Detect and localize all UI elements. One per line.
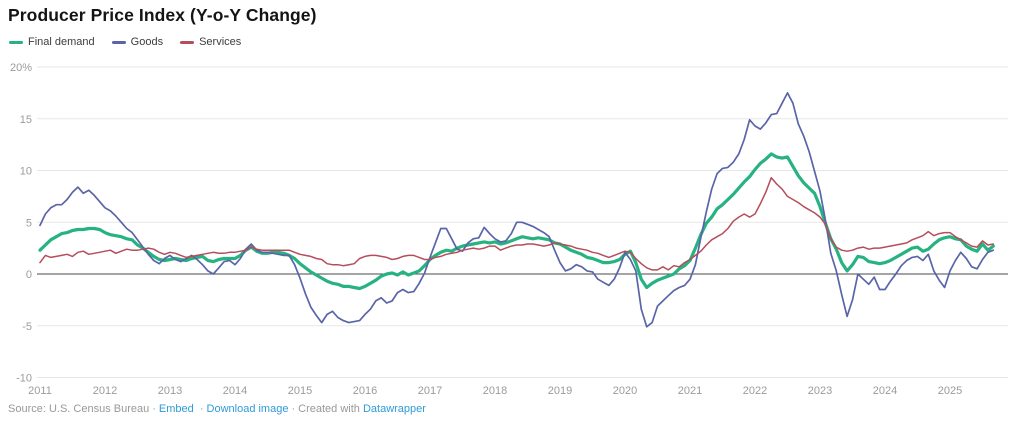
final-demand-swatch-icon	[9, 40, 23, 44]
x-axis-label: 2016	[353, 385, 377, 397]
services-swatch-icon	[180, 40, 195, 44]
chart-legend: Final demand Goods Services	[9, 36, 241, 48]
legend-label: Final demand	[28, 36, 95, 48]
legend-item-final-demand: Final demand	[9, 36, 95, 48]
x-axis-label: 2019	[548, 385, 572, 397]
x-axis-label: 2021	[678, 385, 702, 397]
series-line-goods	[39, 92, 995, 328]
legend-label: Services	[199, 36, 242, 48]
x-axis-label: 2018	[483, 385, 507, 397]
x-axis-label: 2014	[223, 385, 247, 397]
legend-label: Goods	[130, 36, 164, 48]
x-axis-label: 2022	[743, 385, 767, 397]
page-title: Producer Price Index (Y-o-Y Change)	[8, 5, 317, 25]
series-line-services	[39, 176, 995, 271]
x-axis-label: 2020	[613, 385, 637, 397]
legend-item-goods: Goods	[111, 36, 164, 48]
y-axis-label: -10	[16, 373, 32, 385]
chart-footer: Source: U.S. Census Bureau · Embed · Downlo…	[8, 403, 426, 415]
y-axis-label: 15	[20, 114, 32, 126]
y-axis-label: -5	[22, 321, 32, 333]
x-axis-label: 2024	[873, 385, 897, 397]
x-axis-label: 2015	[288, 385, 312, 397]
x-axis-label: 2011	[28, 385, 52, 397]
y-axis-label: 0	[26, 269, 32, 281]
series-line-final-demand	[38, 152, 995, 291]
goods-swatch-icon	[111, 40, 126, 44]
download-image-link[interactable]: Download image	[206, 403, 289, 415]
datawrapper-link[interactable]: Datawrapper	[362, 403, 426, 415]
source-text: Source: U.S. Census Bureau	[8, 403, 150, 415]
y-axis-label: 10	[20, 166, 32, 178]
x-axis-label: 2023	[808, 385, 832, 397]
x-axis-label: 2013	[158, 385, 182, 397]
legend-item-services: Services	[180, 36, 241, 48]
y-axis-label: 5	[26, 217, 32, 229]
embed-link[interactable]: Embed	[158, 403, 194, 415]
x-axis-label: 2025	[938, 385, 962, 397]
x-axis-label: 2017	[418, 385, 442, 397]
created-with-text: Created with	[298, 403, 360, 415]
x-axis-label: 2012	[93, 385, 117, 397]
y-axis-label: 20%	[10, 62, 32, 74]
